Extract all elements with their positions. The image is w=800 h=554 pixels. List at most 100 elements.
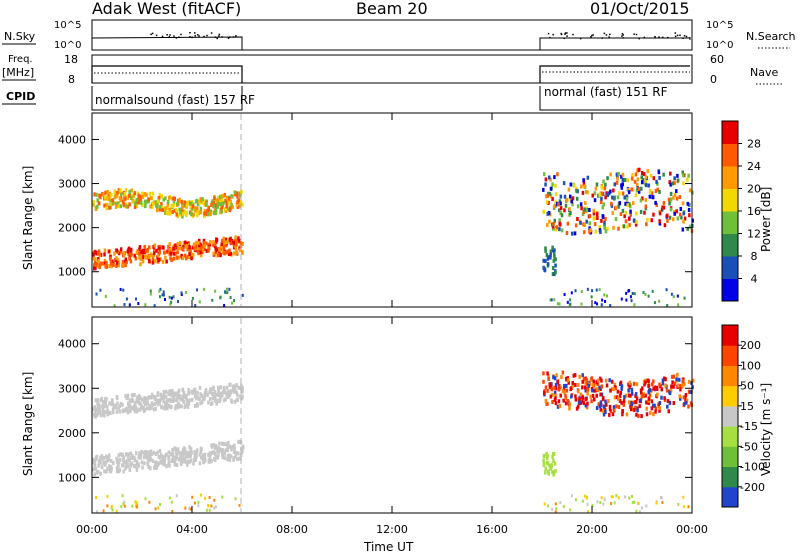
power-cell [119,198,123,203]
power-cell [92,256,95,261]
power-cell [197,238,201,243]
velocity-cell [179,394,182,399]
velocity-cell [542,458,545,463]
power-cell [586,190,589,195]
velocity-cell [682,395,686,400]
power-cell [553,175,556,180]
velocity-cell [545,451,548,456]
velocity-cell [208,453,212,458]
velocity-near-range-cell [221,495,224,499]
power-cell [221,201,224,206]
power-near-range-cell [590,295,593,299]
nsearch-dot [603,32,606,35]
velocity-cell [585,378,589,383]
velocity-cell [187,387,190,392]
power-cell [139,262,142,267]
velocity-near-range-cell [123,500,126,504]
velocity-cell [164,453,168,458]
power-cell [621,177,625,182]
power-cell [97,259,100,264]
power-cell [127,246,131,251]
power-cell [161,245,164,250]
power-cell [119,247,123,252]
velocity-cell [192,461,195,466]
velocity-cell [170,404,173,409]
velocity-cell [158,449,162,454]
velocity-cell [689,401,693,406]
velocity-cell [143,407,147,412]
velocity-cell [544,470,547,475]
power-cell [565,231,569,236]
power-cell [160,205,164,210]
velocity-cell [542,371,545,376]
power-cell [141,252,145,257]
power-cell [199,210,203,215]
power-cell [627,190,631,195]
velocity-cell [222,385,226,390]
velocity-cell [125,460,128,465]
velocity-colorbar-frame [721,324,739,508]
power-cell [612,188,615,193]
velocity-cell [670,384,673,389]
velocity-colorbar-swatch [722,426,738,447]
power-cell [190,206,194,211]
power-cell [121,199,125,204]
velocity-cell [138,401,142,406]
power-cell [241,202,244,207]
velocity-cell [123,459,126,464]
velocity-cell [99,413,103,418]
velocity-cell [155,400,159,405]
power-cell [176,242,180,247]
velocity-cell [228,393,232,398]
power-cell [201,197,204,202]
velocity-cell [634,400,637,405]
power-colorbar-label: 12 [747,228,761,241]
velocity-cell [600,384,604,389]
power-near-range-cell [180,292,183,296]
power-cell [576,204,580,209]
power-near-range-cell [99,288,102,292]
power-cell [554,257,557,262]
velocity-cell [101,408,105,413]
velocity-cell [634,392,638,397]
power-cell [139,257,143,262]
velocity-cell [217,453,220,458]
power-cell [554,200,558,205]
velocity-cell [613,382,617,387]
power-cell [160,194,163,199]
power-near-range-cell [153,304,156,308]
velocity-cell [154,452,158,457]
velocity-cell [136,399,140,404]
velocity-cell [181,458,185,463]
power-cell [558,208,561,213]
power-cell [169,248,172,253]
power-cell [175,255,179,260]
velocity-cell [216,455,220,460]
velocity-cell [620,386,623,391]
power-cell [676,216,680,221]
velocity-cell [118,457,122,462]
power-cell [196,209,200,214]
time-tick-label: 00:00 [76,523,108,536]
power-cell [117,263,121,268]
velocity-cell [687,389,691,394]
velocity-cell [588,382,592,387]
power-cell [626,203,629,208]
nsearch-dot [560,32,562,35]
power-cell [141,255,145,260]
power-cell [113,251,116,256]
power-cell [621,172,625,177]
velocity-near-range-cell [687,505,690,509]
power-cell [238,191,242,196]
power-cell [186,200,190,205]
velocity-cell [687,379,691,384]
nsearch-dot [227,37,230,40]
power-cell [103,203,106,208]
velocity-near-range-cell [199,493,202,497]
nsearch-dot [608,36,610,38]
power-near-range-cell [683,296,686,300]
velocity-cell [598,404,602,409]
velocity-cell [653,403,656,408]
power-colorbar-swatch [722,143,738,167]
